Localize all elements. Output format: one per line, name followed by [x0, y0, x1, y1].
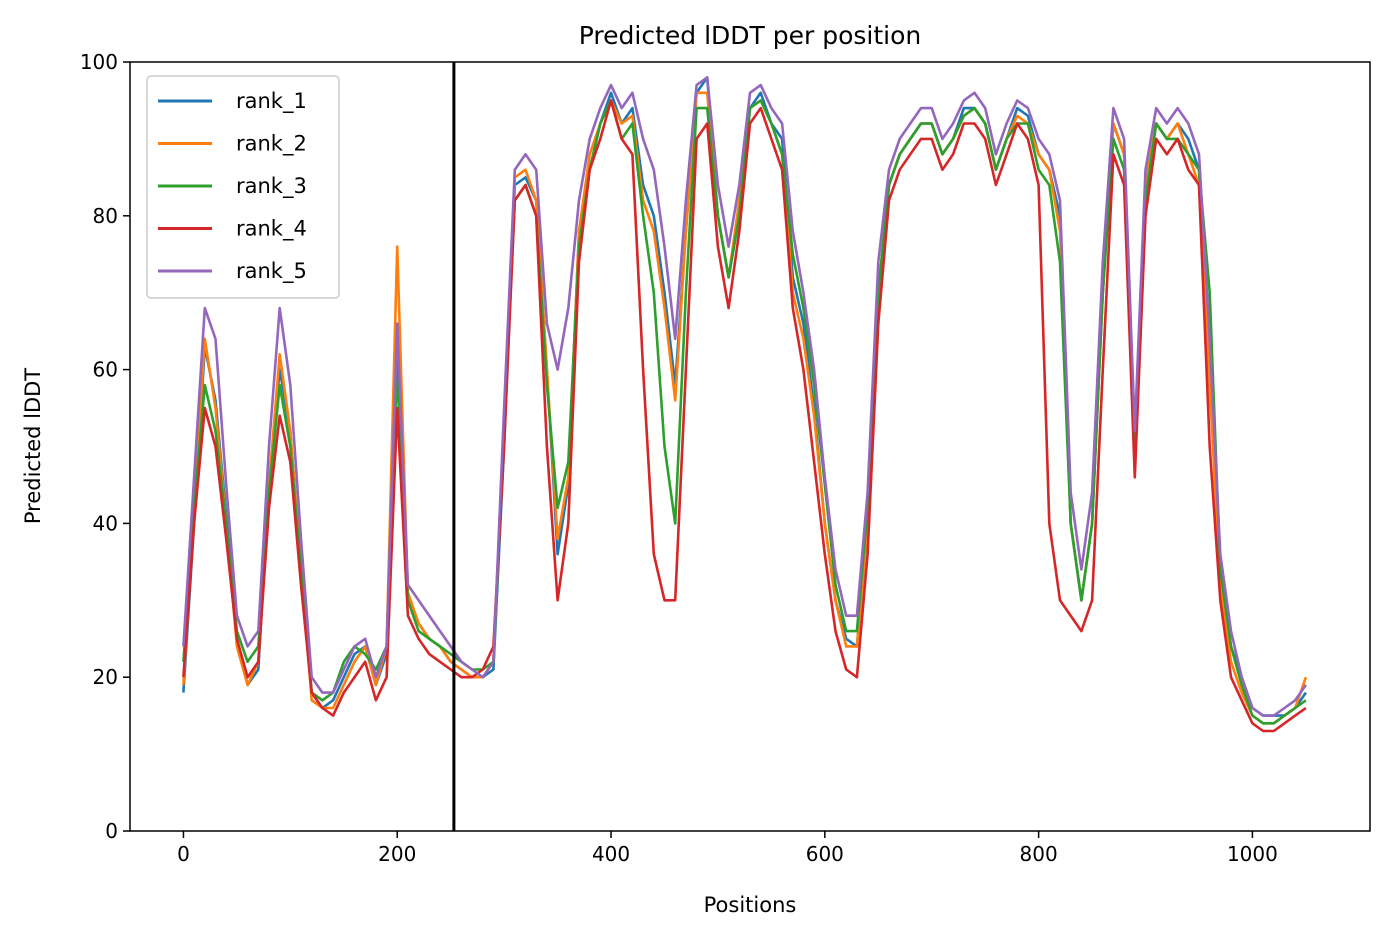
legend-label-rank_4: rank_4 — [236, 217, 307, 242]
series-line-rank_4 — [182, 99, 1307, 733]
x-tick-label: 400 — [592, 842, 630, 866]
legend-label-rank_2: rank_2 — [236, 132, 307, 157]
y-tick-label: 0 — [105, 819, 118, 843]
x-tick-label: 600 — [806, 842, 844, 866]
y-axis-ticks: 0 20 40 60 80 100 — [80, 50, 130, 843]
legend-label-rank_1: rank_1 — [236, 89, 307, 114]
y-tick-label: 20 — [93, 665, 118, 689]
y-tick-label: 100 — [80, 50, 118, 74]
y-tick-label: 60 — [93, 358, 118, 382]
legend-label-rank_3: rank_3 — [236, 174, 307, 199]
x-tick-label: 800 — [1020, 842, 1058, 866]
plot-frame — [129, 61, 1371, 832]
x-axis-ticks: 0 200 400 600 800 1000 — [177, 831, 1278, 866]
x-tick-label: 200 — [378, 842, 416, 866]
y-tick-label: 80 — [93, 204, 118, 228]
x-tick-label: 0 — [177, 842, 190, 866]
x-axis-title: Positions — [704, 893, 797, 917]
series-layer — [182, 76, 1308, 733]
legend: rank_1 rank_2 rank_3 rank_4 rank_5 — [146, 75, 340, 299]
y-axis-title: Predicted lDDT — [21, 368, 45, 524]
legend-label-rank_5: rank_5 — [236, 259, 307, 284]
y-tick-label: 40 — [93, 511, 118, 535]
chart-title: Predicted lDDT per position — [579, 21, 921, 50]
x-tick-label: 1000 — [1227, 842, 1278, 866]
legend-box — [146, 75, 340, 299]
series-line-rank_5 — [182, 76, 1307, 717]
